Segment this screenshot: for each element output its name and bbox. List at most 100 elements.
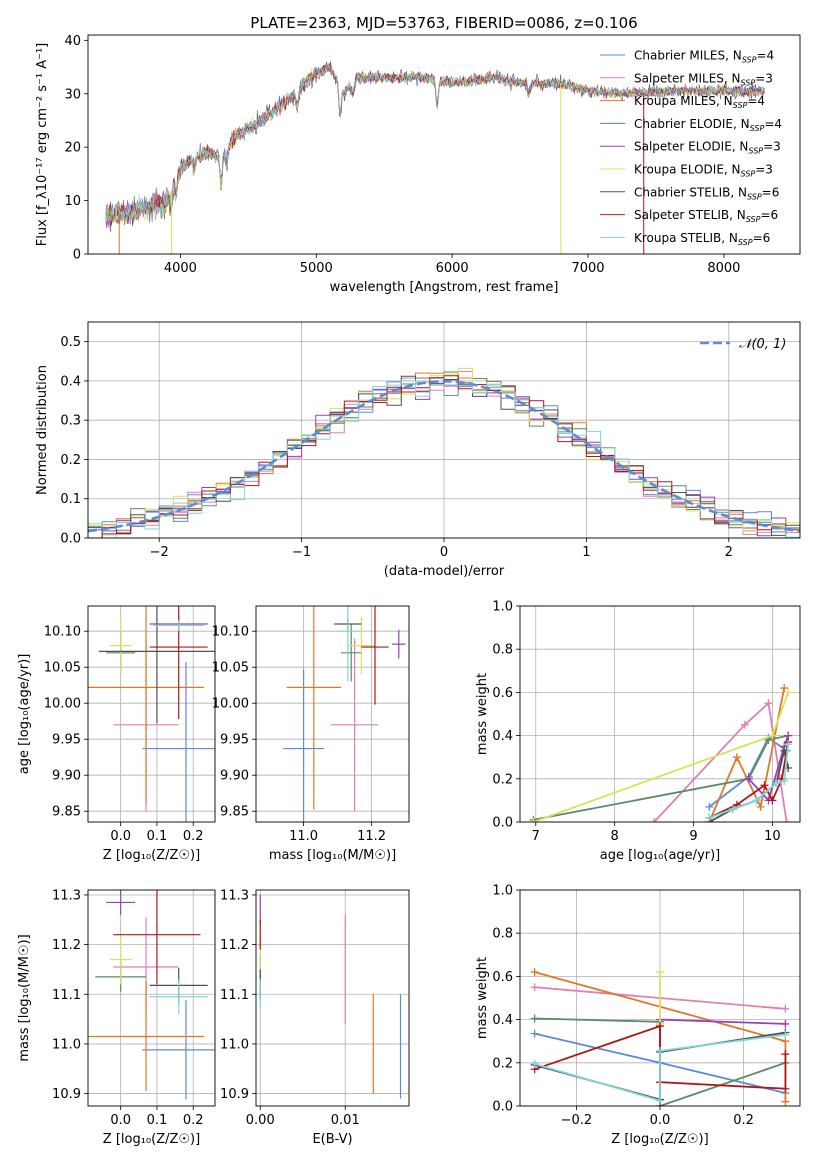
weight-marker: [530, 968, 539, 977]
weight-marker: [740, 720, 749, 729]
weight-marker: [781, 1097, 790, 1106]
weight-marker: [656, 968, 664, 977]
x-tick-label: 0.00: [246, 1113, 275, 1128]
weight-marker: [656, 1022, 664, 1031]
legend-label: Chabrier STELIB, NSSP=6: [634, 185, 779, 201]
weight-marker: [772, 779, 781, 788]
x-tick-label: 2: [725, 545, 733, 560]
y-tick-label: 9.95: [220, 733, 249, 748]
y-tick-label: 11.1: [220, 988, 249, 1003]
axes-frame: [87, 889, 216, 1107]
x-tick-label: 6000: [436, 261, 469, 276]
x-tick-label: 0: [440, 545, 448, 560]
y-tick-label: 0.2: [492, 1056, 513, 1071]
weight-marker: [744, 774, 753, 783]
y-tick-label: 11.2: [220, 938, 249, 953]
legend-label: Salpeter ELODIE, NSSP=3: [634, 140, 781, 156]
x-tick-label: 0.1: [147, 829, 168, 844]
weight-marker: [780, 776, 789, 785]
panel-age-vs-Z: 0.0 0.1 0.2 9.85 9.90 9.95 10.00 10.05 10.10 Z [l…: [17, 605, 216, 863]
y-tick-label: 0.4: [492, 729, 513, 744]
histogram-step: [88, 380, 800, 538]
weight-marker: [656, 1046, 664, 1055]
y-axis-label: mass weight: [475, 957, 490, 1039]
y-tick-label: 11.3: [220, 888, 249, 903]
axes-frame: [519, 605, 801, 823]
plot-area: [105, 61, 765, 254]
legend-label: 𝒩(0, 1): [739, 337, 786, 352]
y-axis-label: age [log₁₀(age/yr)]: [17, 654, 32, 775]
weight-marker: [781, 1050, 790, 1059]
axes-frame: [87, 34, 801, 255]
x-axis-label: mass [log₁₀(M/M☉)]: [269, 848, 396, 863]
y-tick-label: 20: [64, 141, 81, 156]
x-tick-label: 8: [611, 829, 619, 844]
weight-marker: [530, 1059, 539, 1068]
x-axis-label: Z [log₁₀(Z/Z☉)]: [611, 1132, 708, 1147]
y-tick-label: 11.0: [220, 1037, 249, 1052]
y-tick-label: 0.3: [60, 414, 81, 429]
panel-age-vs-mass: 11.0 11.2 9.85 9.90 9.95 10.00 10.05 10.10 mass …: [212, 605, 410, 863]
x-tick-label: −2: [150, 545, 169, 560]
weight-marker: [780, 684, 789, 693]
x-tick-label: 7000: [571, 261, 604, 276]
weight-marker: [752, 796, 761, 805]
x-tick-label: 10: [764, 829, 781, 844]
histogram-step: [88, 375, 800, 538]
weight-marker: [784, 688, 793, 697]
y-tick-label: 0.1: [60, 492, 81, 507]
y-tick-label: 0.6: [492, 970, 513, 985]
weight-marker: [732, 753, 741, 762]
y-tick-label: 0.2: [60, 453, 81, 468]
weight-marker: [656, 1096, 664, 1105]
y-tick-label: 11.2: [52, 938, 81, 953]
plot-area: [88, 890, 215, 1100]
x-axis-label: age [log₁₀(age/yr)]: [600, 848, 721, 863]
y-tick-label: 30: [64, 87, 81, 102]
y-tick-label: 1.0: [492, 600, 513, 615]
y-tick-label: 1.0: [492, 884, 513, 899]
normal-curve: [88, 379, 800, 533]
plot-area: [88, 606, 215, 822]
x-axis-label: Z [log₁₀(Z/Z☉)]: [103, 1132, 200, 1147]
y-tick-label: 9.85: [220, 805, 249, 820]
axes-frame: [255, 605, 410, 823]
weight-marker: [705, 813, 714, 822]
x-tick-label: 11.2: [357, 829, 386, 844]
x-tick-label: 0.0: [110, 1113, 131, 1128]
x-tick-label: 9: [689, 829, 697, 844]
y-tick-label: 10.10: [44, 625, 81, 640]
y-tick-label: 0.0: [492, 816, 513, 831]
x-tick-label: 0.0: [650, 1113, 671, 1128]
x-axis-label: Z [log₁₀(Z/Z☉)]: [103, 848, 200, 863]
y-axis-label: Normed distribution: [35, 365, 50, 495]
plot-area: [530, 968, 790, 1106]
y-tick-label: 10.9: [220, 1087, 249, 1102]
y-tick-label: 11.0: [52, 1037, 81, 1052]
weight-marker: [705, 802, 714, 811]
weight-marker: [530, 1029, 539, 1038]
legend-label: Kroupa STELIB, NSSP=6: [634, 231, 770, 247]
y-tick-label: 10: [64, 194, 81, 209]
y-tick-label: 0.8: [492, 927, 513, 942]
panel-weight-vs-Z: −0.2 0.0 0.2 0.0 0.2 0.4 0.6 0.8 1.0 Z [log₁₀(Z/Z…: [475, 884, 801, 1147]
weight-marker: [781, 1030, 790, 1039]
weight-line: [534, 1033, 786, 1102]
weight-line: [708, 744, 790, 819]
legend-label: Salpeter MILES, NSSP=3: [634, 71, 773, 87]
y-tick-label: 0: [73, 248, 81, 263]
panel-residuals: −2 −1 0 1 2 0.0 0.1 0.2 0.3 0.4 0.5 (data-model)/er…: [35, 321, 801, 579]
x-tick-label: 8000: [707, 261, 740, 276]
x-tick-label: 11.0: [289, 829, 318, 844]
weight-marker: [529, 818, 538, 822]
x-tick-label: 1: [582, 545, 590, 560]
axes-frame: [87, 605, 216, 823]
y-axis-label: mass weight: [475, 673, 490, 755]
y-tick-label: 9.95: [52, 733, 81, 748]
weight-marker: [782, 818, 791, 822]
x-axis-label: (data-model)/error: [384, 564, 505, 579]
y-tick-label: 0.5: [60, 335, 81, 350]
y-tick-label: 10.05: [44, 661, 81, 676]
axes-frame: [519, 889, 801, 1107]
x-tick-label: −0.2: [561, 1113, 593, 1128]
